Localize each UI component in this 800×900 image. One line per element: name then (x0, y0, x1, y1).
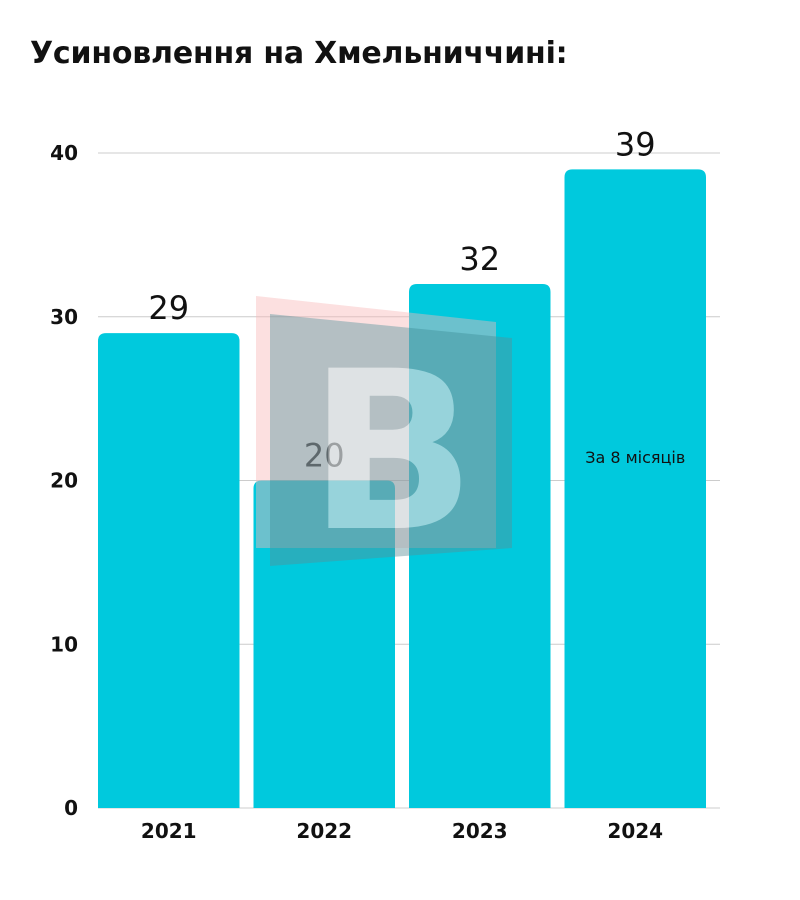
y-tick-label: 0 (64, 796, 78, 820)
x-tick-label: 2024 (607, 819, 663, 843)
y-axis: 0 10 20 30 40 (50, 141, 78, 820)
data-label-2023: 32 (459, 240, 500, 278)
bar-2022 (253, 480, 395, 808)
x-tick-label: 2021 (141, 819, 197, 843)
watermark-back-panel (256, 296, 496, 548)
data-labels: 29 20 32 39 (148, 125, 655, 474)
watermark-front-panel (270, 314, 512, 566)
y-tick-label: 40 (50, 141, 78, 165)
chart-title: Усиновлення на Хмельниччині: (30, 36, 568, 71)
y-tick-label: 30 (50, 305, 78, 329)
watermark-letter: В (308, 324, 476, 580)
x-tick-label: 2023 (452, 819, 508, 843)
bar-2021 (98, 333, 240, 808)
annotations: За 8 місяців (585, 448, 685, 467)
data-label-2022: 20 (304, 437, 345, 475)
data-label-2021: 29 (148, 289, 189, 327)
data-label-2024: 39 (615, 125, 656, 163)
annotation-2024: За 8 місяців (585, 448, 685, 467)
bars (98, 169, 706, 808)
x-tick-label: 2022 (296, 819, 352, 843)
bar-2023 (409, 284, 551, 808)
bar-2024 (564, 169, 706, 808)
x-axis: 2021 2022 2023 2024 (141, 819, 663, 843)
watermark-logo: В (256, 296, 512, 580)
y-tick-label: 20 (50, 469, 78, 493)
y-tick-label: 10 (50, 632, 78, 656)
